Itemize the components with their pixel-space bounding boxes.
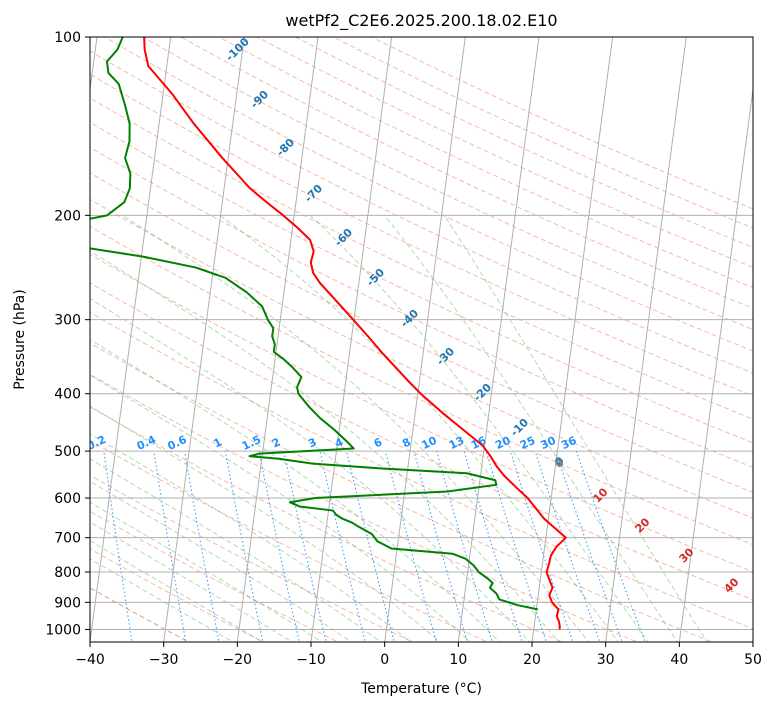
moist-adiabat-line [309, 214, 649, 642]
dry-adiabat-line [90, 121, 753, 444]
mixing-ratio-line [575, 450, 646, 642]
axes: −40 −30 −20 −10 0 10 20 30 40 50 1000 900 800 700 600 5… [45, 30, 762, 668]
mixing-ratio-line [485, 450, 547, 642]
mixing-ratio-line [436, 450, 493, 642]
x-tick-label: −20 [223, 652, 253, 668]
dry-adiabat-line [90, 342, 714, 642]
mixing-ratio-line [153, 451, 187, 642]
mixing-ratio-line [319, 450, 366, 642]
y-tick-label: 100 [54, 30, 81, 46]
y-tick-label: 1000 [45, 622, 81, 638]
dry-adiabat-line [103, 37, 753, 352]
y-tick-label: 200 [54, 208, 81, 224]
y-tick-label: 900 [54, 595, 81, 611]
y-tick-label: 500 [54, 444, 81, 460]
profile-series [90, 37, 567, 630]
mixing-ratio-line [384, 450, 437, 642]
dry-adiabat-line [218, 37, 753, 289]
mixing-ratio-label: 36 [559, 434, 579, 452]
x-tick-label: 20 [523, 652, 541, 668]
y-tick-label: 400 [54, 387, 81, 403]
dry-adiabat-line [90, 439, 489, 642]
dry-adiabat-line [90, 282, 753, 601]
x-axis-label: Temperature (°C) [360, 681, 482, 697]
mixing-ratio-label: 20 [493, 434, 513, 452]
isotherm-line [310, 37, 393, 642]
dry-adiabat-line [90, 198, 753, 519]
moist-adiabat-line [90, 338, 501, 642]
mixing-ratio-line [283, 450, 327, 642]
temperature-profile-line [143, 37, 567, 630]
dry-adiabat-line [90, 253, 753, 573]
mixing-ratio-line [184, 451, 220, 642]
dry-adiabat-line [141, 37, 753, 331]
x-tick-label: −10 [296, 652, 326, 668]
y-tick-label: 700 [54, 531, 81, 547]
dewpoint-profile-line [90, 37, 539, 611]
x-tick-label: 10 [449, 652, 467, 668]
y-tick-label: 800 [54, 565, 81, 581]
mixing-ratio-label: 25 [518, 434, 537, 452]
plot-frame [89, 36, 754, 643]
isotherm-line [457, 37, 540, 642]
moist-adiabat-line [90, 501, 323, 642]
moist-adiabat-line [90, 405, 442, 642]
mixing-ratio-label: 30 [538, 434, 558, 452]
y-axis-label: Pressure (hPa) [12, 289, 28, 389]
mixing-ratio-line [555, 450, 623, 642]
moist-adiabat-line [384, 215, 679, 642]
mixing-ratio-label: 13 [447, 434, 466, 452]
mixing-ratio-line [103, 451, 133, 642]
y-tick-label: 300 [54, 313, 81, 329]
moist-adiabat-line [90, 374, 471, 642]
grid-lines [90, 37, 753, 642]
chart-title: wetPf2_C2E6.2025.200.18.02.E10 [285, 11, 557, 31]
dry-adiabat-line [90, 225, 753, 546]
isotherm-line [605, 37, 687, 642]
moist-adiabat-line [90, 458, 382, 642]
moist-adiabat-line [90, 540, 264, 642]
mixing-ratio-label: 10 [420, 434, 440, 452]
dry-adiabat-line [90, 73, 753, 397]
isotherm-line [384, 37, 466, 642]
moist-adiabat-line [90, 558, 234, 642]
x-tick-label: 50 [744, 652, 762, 668]
moist-adiabat-line [219, 214, 619, 642]
mixing-ratio-line [258, 450, 300, 642]
x-tick-label: −40 [75, 652, 105, 668]
dry-adiabat-line [90, 97, 753, 420]
moist-adiabat-line [90, 297, 531, 642]
dry-adiabat-line [90, 50, 753, 374]
mixing-ratio-line [534, 450, 601, 642]
x-tick-label: 30 [597, 652, 615, 668]
mixing-ratio-line [346, 450, 395, 642]
isotherm-line [90, 37, 172, 642]
dry-adiabat-line [179, 37, 753, 309]
x-tick-label: 0 [380, 652, 389, 668]
mixing-ratio-line [463, 450, 523, 642]
isotherm-line [531, 37, 614, 642]
x-tick-label: −30 [149, 652, 179, 668]
isotherm-line [163, 37, 245, 642]
dry-adiabat-line [90, 172, 753, 493]
isotherm-line [236, 37, 319, 642]
y-tick-label: 600 [54, 491, 81, 507]
x-tick-label: 40 [670, 652, 688, 668]
moist-adiabat-line [90, 480, 353, 642]
isotherm-line [678, 85, 753, 642]
moist-adiabat-line [443, 215, 708, 642]
